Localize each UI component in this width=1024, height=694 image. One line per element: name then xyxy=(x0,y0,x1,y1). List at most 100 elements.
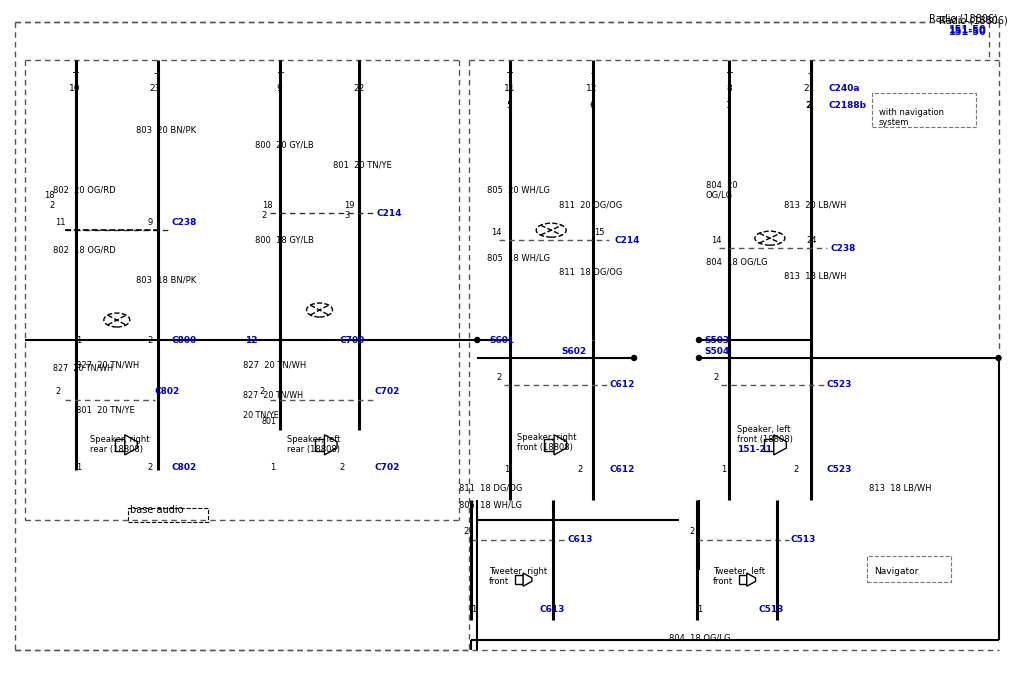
Text: +: + xyxy=(725,69,733,78)
Text: 2: 2 xyxy=(261,211,267,220)
Circle shape xyxy=(696,355,701,360)
Text: C613: C613 xyxy=(540,605,564,614)
Text: 151-50: 151-50 xyxy=(948,26,986,35)
Text: S601: S601 xyxy=(489,335,514,344)
Polygon shape xyxy=(125,434,137,455)
Text: 20 TN/YE: 20 TN/YE xyxy=(243,410,279,419)
Text: 8: 8 xyxy=(726,84,732,93)
Text: 1: 1 xyxy=(269,464,274,473)
Text: C240a: C240a xyxy=(828,84,860,93)
Text: 1: 1 xyxy=(471,605,476,614)
Text: 2: 2 xyxy=(578,465,583,474)
Text: 801  20 TN/YE: 801 20 TN/YE xyxy=(76,405,134,414)
Text: 803  20 BN/PK: 803 20 BN/PK xyxy=(136,126,196,135)
Text: C800: C800 xyxy=(172,335,197,344)
Bar xyxy=(515,575,523,584)
Text: Speaker, right: Speaker, right xyxy=(90,435,150,444)
Text: S503: S503 xyxy=(703,335,729,344)
Bar xyxy=(764,439,774,451)
Bar xyxy=(314,439,325,451)
Text: 2: 2 xyxy=(497,373,502,382)
Text: 805  18 WH/LG: 805 18 WH/LG xyxy=(460,500,522,509)
Text: 804  18 OG/LG: 804 18 OG/LG xyxy=(706,257,767,266)
Text: 12: 12 xyxy=(587,84,598,93)
Text: 2: 2 xyxy=(463,527,469,536)
Text: 15: 15 xyxy=(594,228,604,237)
Text: C238: C238 xyxy=(172,218,198,227)
Text: Speaker, left: Speaker, left xyxy=(737,425,791,434)
Text: 2: 2 xyxy=(147,464,153,473)
Text: 151-50: 151-50 xyxy=(948,28,986,37)
Text: Speaker, right: Speaker, right xyxy=(517,433,577,442)
Text: 811  18 DG/OG: 811 18 DG/OG xyxy=(460,483,522,492)
Text: S602: S602 xyxy=(561,348,587,357)
Circle shape xyxy=(996,355,1001,360)
Text: C238: C238 xyxy=(830,244,856,253)
Text: 6: 6 xyxy=(589,101,595,110)
Text: 12: 12 xyxy=(245,335,257,344)
Text: Tweeter, left: Tweeter, left xyxy=(713,567,765,576)
Text: +: + xyxy=(275,69,284,78)
Text: C802: C802 xyxy=(172,464,197,473)
Text: base audio: base audio xyxy=(130,505,183,515)
Text: C523: C523 xyxy=(826,380,852,389)
Text: Radio (18806): Radio (18806) xyxy=(929,13,997,24)
Text: C513: C513 xyxy=(791,535,816,544)
Text: Speaker, left: Speaker, left xyxy=(287,435,340,444)
Text: +: + xyxy=(505,69,513,78)
Text: 1: 1 xyxy=(697,605,702,614)
Text: 802  20 OG/RD: 802 20 OG/RD xyxy=(53,186,116,195)
Text: C214: C214 xyxy=(614,236,640,245)
Text: C612: C612 xyxy=(609,465,635,474)
Text: C702: C702 xyxy=(375,464,399,473)
Text: 827  20 TN/WH: 827 20 TN/WH xyxy=(243,391,303,400)
Text: C802: C802 xyxy=(155,387,180,396)
Text: 805  20 WH/LG: 805 20 WH/LG xyxy=(487,186,550,195)
Circle shape xyxy=(696,337,701,343)
Bar xyxy=(545,439,554,451)
Text: 2: 2 xyxy=(340,464,345,473)
Text: 800  20 GY/LB: 800 20 GY/LB xyxy=(255,141,313,150)
Text: 3: 3 xyxy=(344,211,350,220)
Text: 827  20 TN/WH: 827 20 TN/WH xyxy=(243,360,306,369)
Circle shape xyxy=(632,355,637,360)
Bar xyxy=(115,439,125,451)
Bar xyxy=(739,575,746,584)
Text: C613: C613 xyxy=(567,535,593,544)
Text: 804  20: 804 20 xyxy=(706,180,737,189)
Text: 2: 2 xyxy=(147,335,153,344)
Text: 827  20 TN/WH: 827 20 TN/WH xyxy=(53,364,113,373)
Text: rear (18808): rear (18808) xyxy=(90,446,143,455)
Text: +: + xyxy=(71,69,79,78)
Text: 18: 18 xyxy=(44,191,55,200)
Text: Navigator: Navigator xyxy=(873,567,919,576)
Text: -: - xyxy=(591,69,594,78)
Text: 801: 801 xyxy=(261,417,276,426)
Text: 9: 9 xyxy=(147,218,153,227)
Text: system: system xyxy=(879,118,909,127)
Text: 803  18 BN/PK: 803 18 BN/PK xyxy=(136,276,196,285)
Text: 11: 11 xyxy=(55,218,66,227)
Text: C2188b: C2188b xyxy=(828,101,866,110)
Text: 2: 2 xyxy=(794,465,799,474)
Text: front: front xyxy=(489,577,509,586)
Text: 1: 1 xyxy=(76,464,81,473)
Text: 801  20 TN/YE: 801 20 TN/YE xyxy=(333,161,391,170)
Polygon shape xyxy=(746,573,756,586)
Polygon shape xyxy=(523,573,531,586)
Text: 2: 2 xyxy=(260,387,265,396)
Text: C702: C702 xyxy=(375,387,399,396)
Text: rear (18808): rear (18808) xyxy=(287,446,340,455)
Text: Tweeter, right: Tweeter, right xyxy=(489,567,548,576)
Text: 802  18 OG/RD: 802 18 OG/RD xyxy=(53,246,116,255)
Text: 23: 23 xyxy=(150,84,161,93)
Bar xyxy=(128,508,208,522)
Text: 11: 11 xyxy=(504,84,515,93)
Polygon shape xyxy=(554,434,566,455)
Text: -: - xyxy=(357,69,361,78)
Text: C612: C612 xyxy=(609,380,635,389)
Text: front: front xyxy=(713,577,733,586)
Text: C523: C523 xyxy=(826,465,852,474)
Circle shape xyxy=(475,337,480,343)
Text: 2: 2 xyxy=(55,387,60,396)
